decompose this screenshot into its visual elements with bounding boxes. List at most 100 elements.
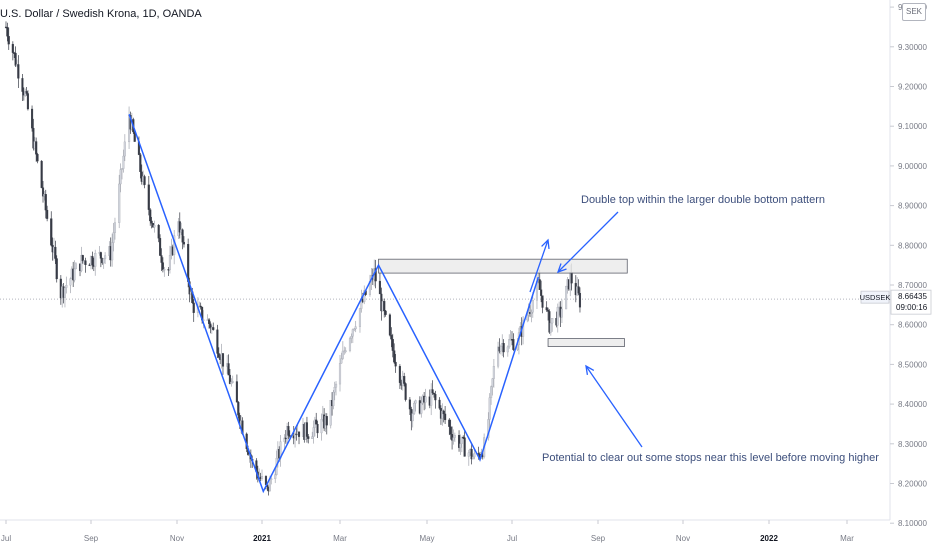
candle-body [413, 403, 416, 414]
candle [471, 454, 475, 460]
candle [30, 105, 34, 132]
candle-body [35, 141, 38, 155]
candle [123, 134, 126, 162]
candle-body [471, 456, 475, 460]
double-top-arrow [556, 211, 619, 274]
double-top-annotation: Double top within the larger double bott… [581, 194, 825, 206]
candle-body [40, 160, 43, 188]
candle-body [80, 255, 83, 271]
candle [311, 431, 314, 439]
time-tick-label: Sep [591, 534, 606, 543]
candle-body [460, 436, 463, 444]
candle [388, 313, 391, 337]
stop-run-arrow [585, 364, 643, 448]
candle-body [338, 363, 342, 385]
candle [391, 333, 394, 358]
candle-body [449, 426, 452, 435]
candle [26, 90, 29, 111]
candle-body [390, 335, 393, 340]
candle-body [7, 36, 10, 45]
candle-body [442, 410, 445, 415]
candle-body [312, 427, 315, 437]
candle [41, 181, 45, 203]
candle [541, 295, 544, 314]
candle [91, 251, 94, 270]
candle [577, 279, 580, 296]
candle [549, 322, 552, 336]
candle [334, 381, 338, 396]
candle [32, 118, 35, 151]
candle-body [502, 343, 505, 353]
candle-body [212, 327, 215, 330]
candle-body [548, 311, 551, 333]
candle-body [63, 287, 67, 298]
candle-body [526, 315, 529, 321]
candle [560, 299, 563, 323]
candle-body [404, 383, 407, 400]
candle [374, 259, 377, 289]
candle [44, 189, 47, 219]
candle-body [44, 194, 47, 211]
candle-body [112, 232, 115, 243]
candle [540, 280, 543, 303]
candle [99, 251, 102, 268]
candle-body [333, 387, 336, 393]
candle [54, 240, 57, 265]
candle-body [163, 269, 166, 271]
candle [449, 419, 452, 440]
time-tick-label: Jul [1, 534, 11, 543]
candle-body [111, 242, 114, 261]
candle [192, 299, 195, 322]
candle-body [69, 278, 72, 286]
candle-body [344, 350, 347, 352]
candle-body [41, 187, 45, 197]
candle [182, 236, 186, 248]
candle [351, 328, 354, 344]
candle [463, 429, 466, 457]
candle [408, 397, 411, 415]
candle-body [570, 272, 573, 284]
candle [332, 390, 335, 410]
candle-body [178, 221, 181, 233]
candle [104, 252, 107, 264]
candle-body [119, 169, 122, 185]
candle [50, 211, 53, 247]
candle [157, 224, 160, 243]
candle [112, 223, 115, 252]
candle [508, 334, 511, 349]
candle-body [284, 437, 287, 440]
candle-body [297, 431, 301, 437]
candle [94, 249, 97, 276]
candle [168, 245, 172, 274]
candle [143, 174, 146, 189]
candle [448, 418, 451, 436]
candle [235, 374, 238, 403]
candle [118, 174, 121, 229]
candle [284, 430, 287, 444]
candle [438, 397, 441, 410]
candle-body [231, 381, 234, 383]
candle [153, 220, 156, 233]
candle [231, 375, 234, 384]
candle [74, 262, 77, 270]
candle-body [74, 263, 77, 270]
candle [384, 309, 387, 317]
candle-body [560, 308, 563, 318]
candle-body [556, 307, 559, 326]
candle-body [448, 419, 451, 427]
candle [120, 168, 124, 180]
candle-body [46, 209, 49, 219]
candle [526, 313, 529, 323]
candle [398, 364, 401, 389]
candle-body [457, 435, 461, 448]
currency-badge[interactable]: SEK [902, 3, 926, 21]
candle [434, 390, 437, 409]
candle [139, 152, 142, 179]
candle [287, 421, 290, 440]
candle-body [488, 397, 491, 420]
time-tick-label: May [419, 534, 434, 543]
candle [420, 396, 423, 418]
candles-group [4, 21, 582, 496]
candle [404, 382, 407, 402]
